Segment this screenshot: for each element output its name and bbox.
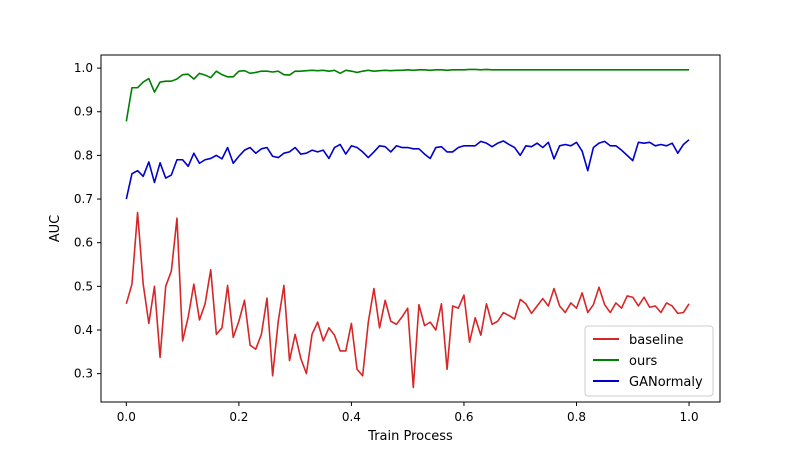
legend-item-ganormaly: GANormaly <box>593 375 703 390</box>
legend-label: baseline <box>629 333 683 348</box>
y-tick-label: 0.6 <box>74 236 93 250</box>
series-line-ours <box>125 68 690 122</box>
y-tick-label: 0.8 <box>74 148 93 162</box>
x-axis-label: Train Process <box>367 429 453 444</box>
y-tick-label: 0.3 <box>74 367 93 381</box>
y-tick-label: 0.7 <box>74 192 93 206</box>
x-tick-label: 0.0 <box>117 410 136 424</box>
x-axis-ticks: 0.0 0.2 0.4 0.6 0.8 1.0 <box>117 402 699 424</box>
legend-box <box>584 325 714 397</box>
x-tick-label: 0.4 <box>342 410 361 424</box>
series-layer <box>125 68 690 389</box>
x-tick-label: 1.0 <box>680 410 699 424</box>
legend-item-baseline: baseline <box>593 333 683 348</box>
y-tick-label: 0.9 <box>74 105 93 119</box>
series-line-baseline <box>125 211 690 389</box>
x-tick-label: 0.2 <box>229 410 248 424</box>
y-tick-label: 0.5 <box>74 279 93 293</box>
legend: baseline ours GANormaly <box>584 325 714 397</box>
legend-label: ours <box>629 354 658 369</box>
x-tick-label: 0.8 <box>567 410 586 424</box>
y-tick-label: 0.4 <box>74 323 93 337</box>
series-line-ganormaly <box>125 139 690 200</box>
y-axis-label: AUC <box>48 215 63 243</box>
legend-label: GANormaly <box>629 375 703 390</box>
y-tick-label: 1.0 <box>74 61 93 75</box>
legend-item-ours: ours <box>593 354 658 369</box>
y-axis-ticks: 0.3 0.4 0.5 0.6 0.7 0.8 0.9 1.0 <box>74 61 101 381</box>
plot-frame <box>100 54 721 403</box>
x-tick-label: 0.6 <box>454 410 473 424</box>
